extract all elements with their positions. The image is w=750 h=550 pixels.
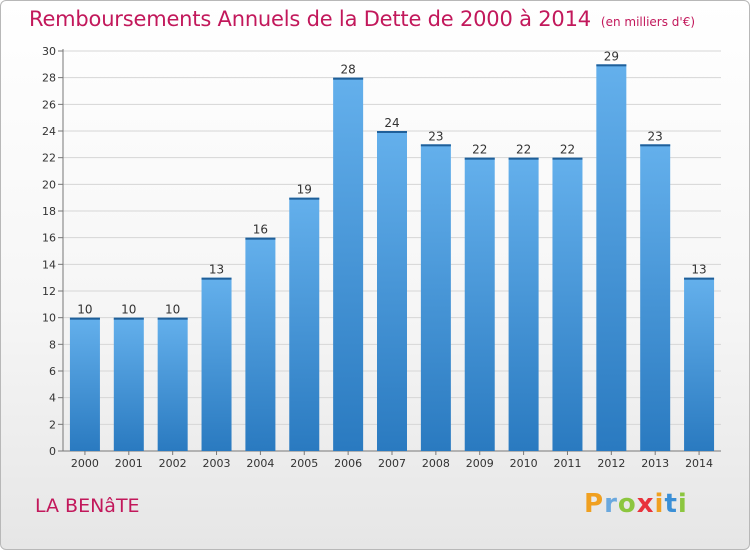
bar-value-label: 23 bbox=[428, 129, 443, 143]
y-tick-label: 26 bbox=[42, 98, 56, 111]
x-tick-label: 2008 bbox=[422, 457, 450, 470]
bar-value-label: 16 bbox=[253, 223, 268, 237]
bar-value-label: 10 bbox=[121, 303, 136, 317]
bar-value-label: 28 bbox=[340, 63, 355, 77]
x-tick-label: 2000 bbox=[71, 457, 99, 470]
commune-name: LA BENâTE bbox=[35, 495, 140, 517]
title-row: Remboursements Annuels de la Dette de 20… bbox=[29, 7, 695, 31]
bars bbox=[69, 64, 715, 452]
bar-top-edge bbox=[552, 157, 583, 160]
bar bbox=[245, 237, 276, 451]
bar bbox=[333, 77, 364, 452]
bar bbox=[596, 64, 627, 452]
y-tick-label: 14 bbox=[42, 258, 56, 271]
bar-value-label: 23 bbox=[648, 129, 663, 143]
bar-top-edge bbox=[201, 277, 232, 280]
bar-top-edge bbox=[377, 131, 407, 133]
x-tick-label: 2006 bbox=[334, 457, 362, 470]
bar-top-edge bbox=[289, 197, 320, 200]
bar bbox=[420, 144, 451, 452]
bar-top-edge bbox=[113, 317, 144, 320]
bar-top-edge bbox=[245, 237, 276, 240]
x-tick-label: 2005 bbox=[290, 457, 318, 470]
x-tick-label: 2012 bbox=[597, 457, 625, 470]
bar bbox=[113, 317, 144, 451]
proxiti-logo[interactable]: Proxiti bbox=[584, 489, 688, 519]
data-labels: 10 10 10 13 16 19 28 24 23 22 22 22 29 23 13 bbox=[77, 49, 706, 316]
bar bbox=[377, 131, 407, 451]
x-tick-label: 2007 bbox=[378, 457, 406, 470]
bar-value-label: 29 bbox=[604, 49, 619, 63]
y-tick-label: 8 bbox=[49, 338, 56, 351]
x-tick-label: 2010 bbox=[510, 457, 538, 470]
bar-top-edge bbox=[69, 317, 100, 320]
y-tick-label: 18 bbox=[42, 205, 56, 218]
y-tick-label: 0 bbox=[49, 445, 56, 458]
x-tick-label: 2014 bbox=[685, 457, 713, 470]
bar bbox=[289, 197, 320, 451]
y-tick-label: 28 bbox=[42, 72, 56, 85]
bar-value-label: 22 bbox=[472, 143, 487, 157]
logo-letter: t bbox=[664, 489, 678, 519]
bar bbox=[69, 317, 100, 451]
bar bbox=[201, 277, 232, 451]
logo-letter: i bbox=[654, 489, 665, 519]
y-tick-label: 10 bbox=[42, 312, 56, 325]
logo-letter: i bbox=[677, 489, 688, 519]
x-tick-label: 2001 bbox=[115, 457, 143, 470]
x-tick-label: 2013 bbox=[641, 457, 669, 470]
bar-top-edge bbox=[684, 277, 715, 280]
bar-value-label: 13 bbox=[209, 263, 224, 277]
bar-top-edge bbox=[420, 144, 451, 147]
bar bbox=[640, 144, 671, 452]
y-tick-label: 2 bbox=[49, 418, 56, 431]
x-tick-label: 2011 bbox=[553, 457, 581, 470]
chart-title: Remboursements Annuels de la Dette de 20… bbox=[29, 7, 591, 31]
logo-letter: r bbox=[604, 489, 618, 519]
chart-subtitle: (en milliers d'€) bbox=[600, 15, 696, 29]
bar-value-label: 13 bbox=[691, 263, 706, 277]
bar-top-edge bbox=[464, 157, 495, 160]
y-tick-label: 4 bbox=[49, 392, 56, 405]
x-tick-labels: 2000 2001 2002 2003 2004 2005 2006 2007 2008 2009… bbox=[71, 451, 713, 470]
bar-top-edge bbox=[596, 64, 627, 67]
bar-value-label: 10 bbox=[77, 303, 92, 317]
bar bbox=[157, 317, 188, 451]
x-tick-label: 2009 bbox=[466, 457, 494, 470]
bar-top-edge bbox=[333, 77, 364, 80]
y-tick-label: 22 bbox=[42, 152, 56, 165]
y-tick-label: 6 bbox=[49, 365, 56, 378]
bar bbox=[508, 157, 539, 451]
bar-value-label: 10 bbox=[165, 303, 180, 317]
x-tick-label: 2004 bbox=[246, 457, 274, 470]
bar-top-edge bbox=[157, 317, 188, 320]
bar-value-label: 24 bbox=[384, 116, 399, 130]
x-tick-label: 2003 bbox=[203, 457, 231, 470]
logo-letter: o bbox=[617, 489, 637, 519]
logo-letter: P bbox=[584, 489, 605, 519]
y-tick-label: 30 bbox=[42, 45, 56, 58]
bar-top-edge bbox=[640, 144, 671, 147]
x-tick-label: 2002 bbox=[159, 457, 187, 470]
bar-top-edge bbox=[508, 157, 539, 160]
y-tick-label: 24 bbox=[42, 125, 56, 138]
bar bbox=[684, 277, 715, 451]
bar-value-label: 22 bbox=[560, 143, 575, 157]
y-tick-label: 20 bbox=[42, 178, 56, 191]
bar bbox=[464, 157, 495, 451]
y-tick-label: 16 bbox=[42, 232, 56, 245]
logo-letter: x bbox=[636, 489, 655, 519]
y-tick-label: 12 bbox=[42, 285, 56, 298]
bar bbox=[552, 157, 583, 451]
bar-value-label: 22 bbox=[516, 143, 531, 157]
bar-value-label: 19 bbox=[297, 183, 312, 197]
